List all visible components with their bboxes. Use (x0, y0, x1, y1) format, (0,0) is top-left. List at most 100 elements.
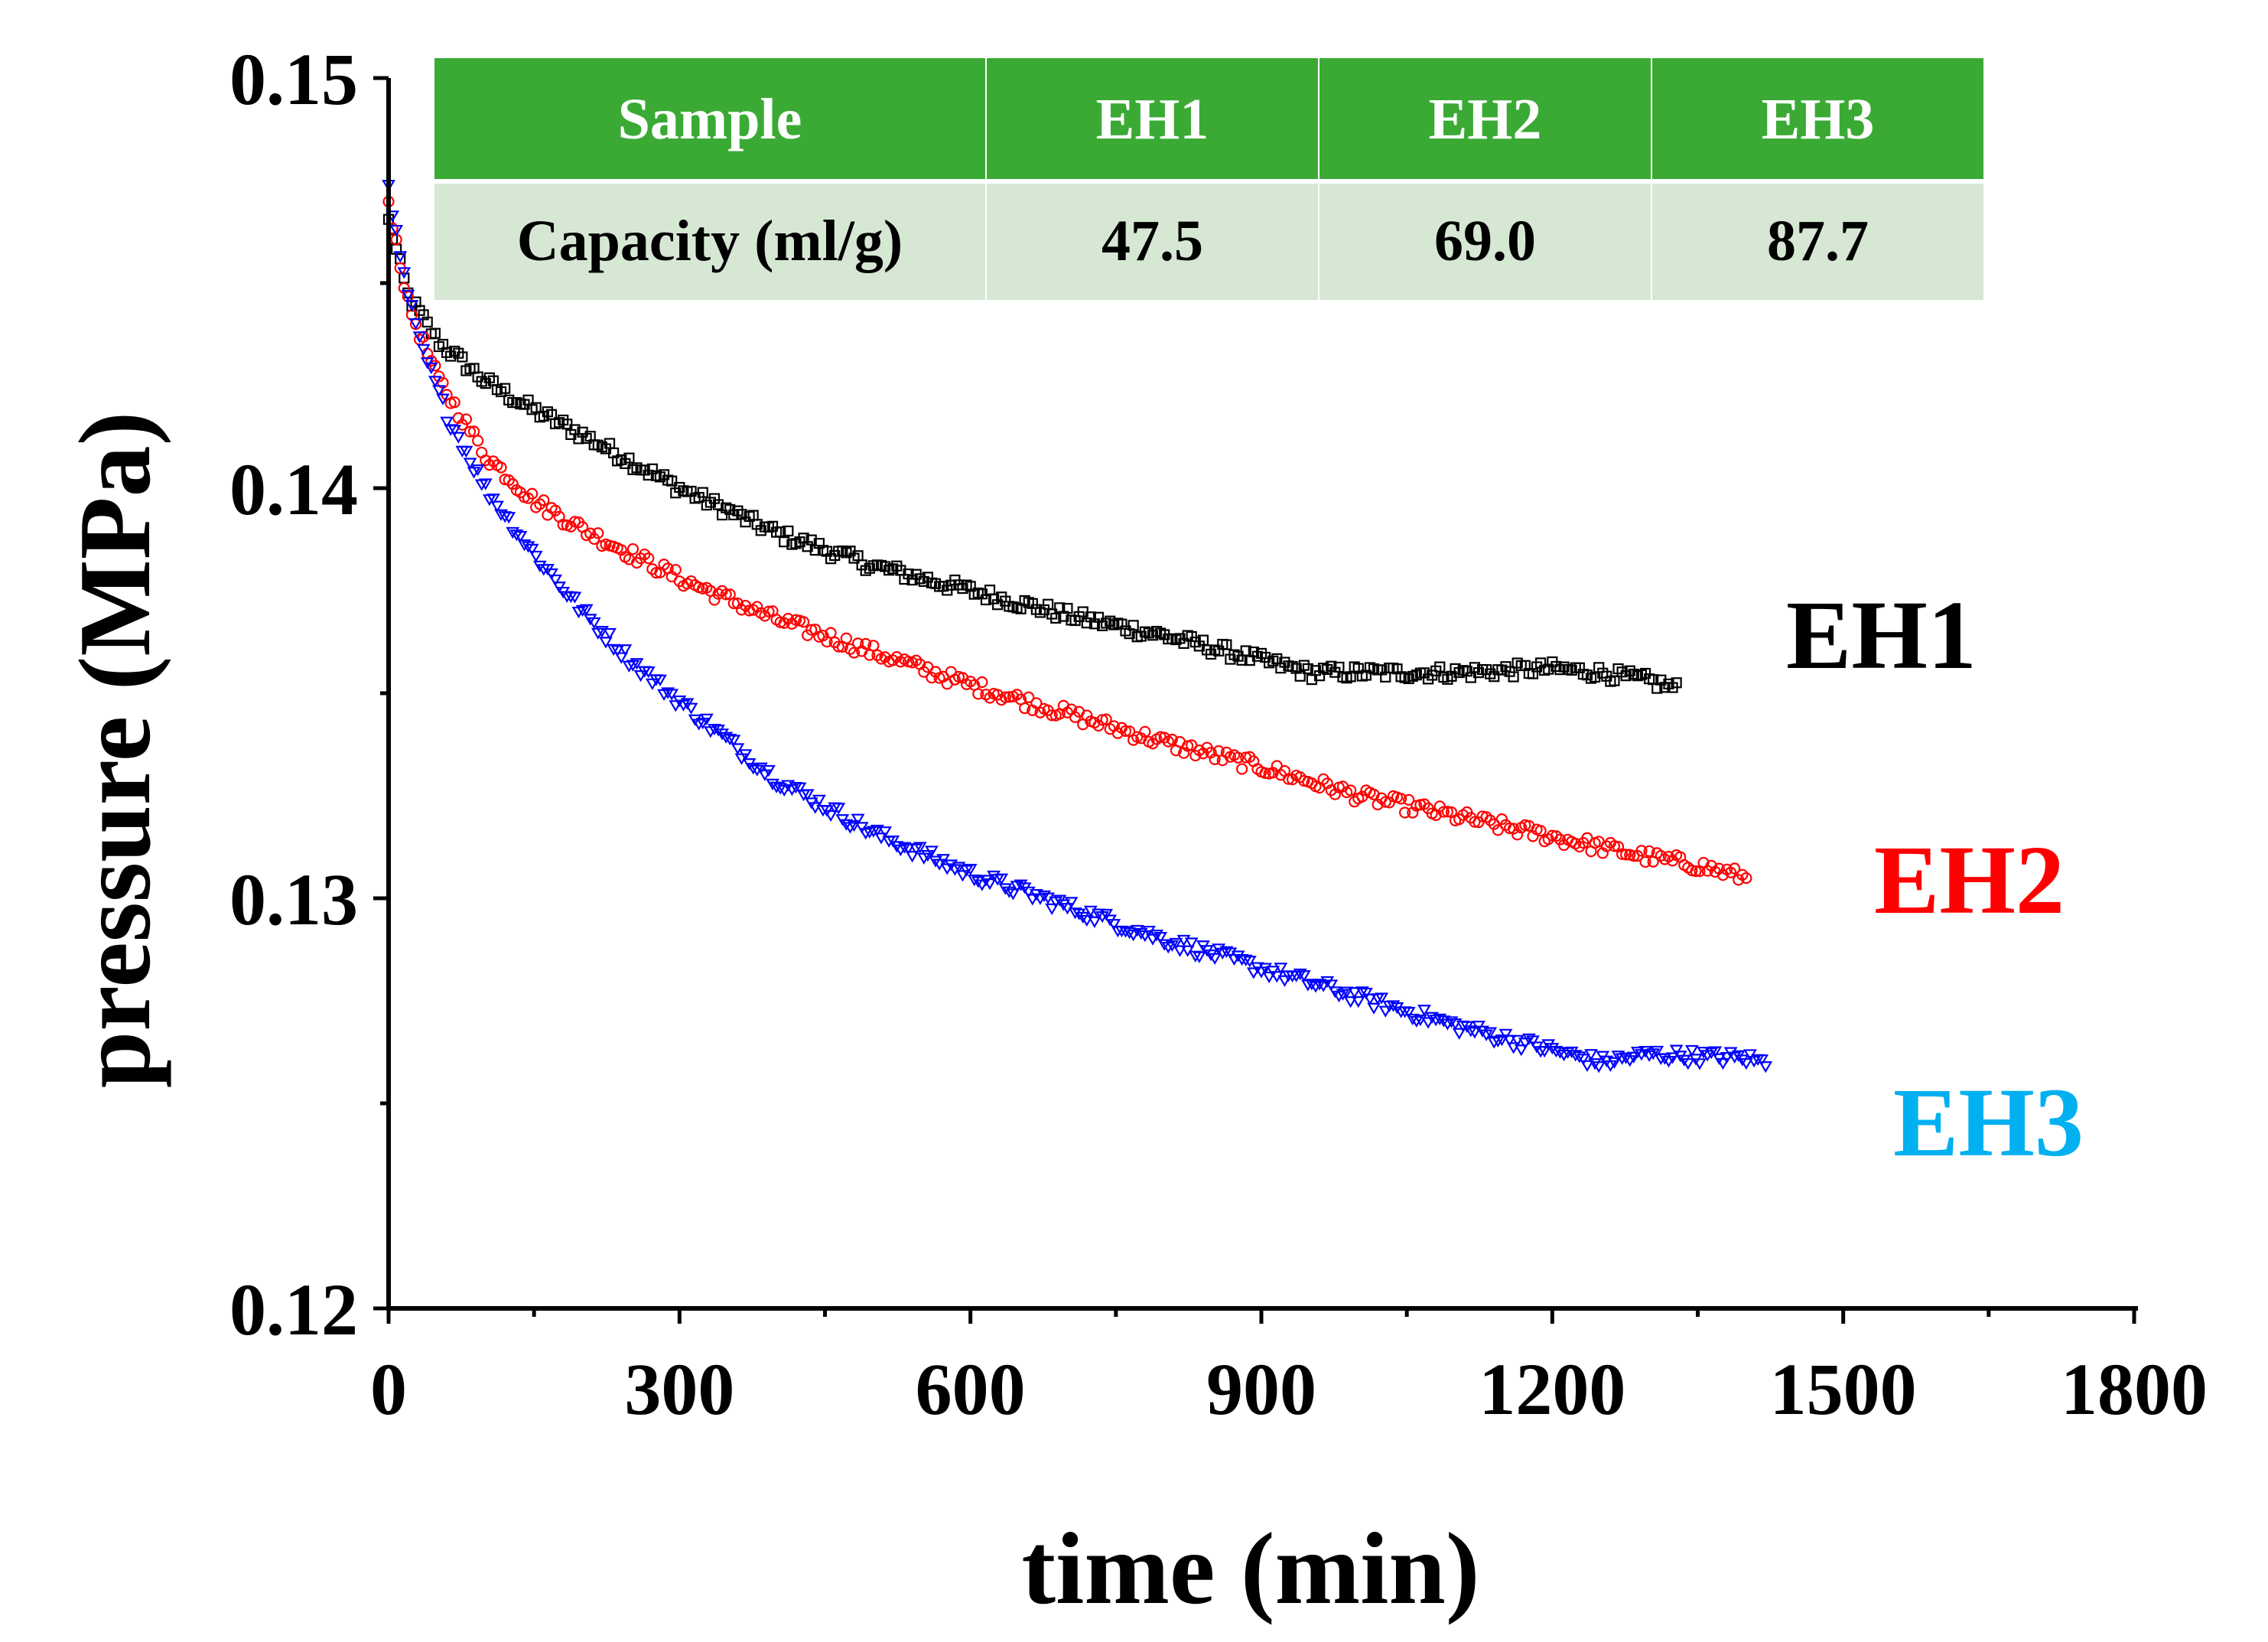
point-eh3 (587, 617, 601, 630)
point-eh2 (483, 459, 496, 471)
point-eh2 (588, 533, 600, 545)
point-eh2 (1023, 691, 1035, 704)
point-eh3 (1405, 1013, 1420, 1026)
point-eh3 (773, 783, 788, 795)
point-eh3 (878, 826, 893, 839)
point-eh3 (929, 855, 942, 868)
point-eh3 (1658, 1053, 1672, 1065)
point-eh2 (526, 487, 539, 500)
point-eh2 (643, 552, 655, 565)
point-eh3 (665, 689, 679, 701)
point-eh2 (650, 567, 662, 579)
point-eh1 (457, 351, 468, 363)
point-eh3 (1045, 903, 1059, 916)
point-eh3 (1088, 916, 1101, 928)
point-eh3 (1669, 1044, 1684, 1057)
point-eh2 (1441, 806, 1454, 818)
point-eh1 (783, 525, 794, 537)
point-eh2 (1616, 848, 1629, 860)
point-eh3 (1363, 993, 1377, 1005)
table-body-cell (1652, 184, 1983, 300)
point-eh1 (1221, 639, 1232, 650)
point-eh3 (1107, 919, 1121, 931)
x-tick-label: 600 (916, 1348, 1026, 1430)
point-eh2 (1484, 814, 1496, 826)
point-eh3 (812, 794, 826, 806)
point-eh3 (502, 512, 516, 524)
point-eh3 (901, 843, 916, 855)
point-eh2 (844, 643, 857, 655)
point-eh2 (1119, 725, 1132, 738)
y-axis-title: pressure (MPa) (58, 412, 171, 1088)
point-eh3 (641, 666, 656, 679)
ticks: 0 300 600 900 1200 1500 1800 0.12 0.13 0.14 0.15 (229, 38, 2208, 1430)
x-tick-label: 1500 (1770, 1348, 1917, 1430)
point-eh3 (1014, 879, 1028, 891)
point-eh3 (913, 842, 927, 854)
x-axis-title: time (min) (1021, 1512, 1479, 1625)
series-eh1 (382, 213, 1682, 694)
point-eh3 (994, 873, 1009, 885)
point-eh2 (708, 594, 721, 606)
point-eh2 (557, 519, 569, 531)
point-eh3 (777, 784, 792, 797)
point-eh2 (860, 637, 872, 650)
point-eh3 (459, 445, 473, 458)
point-eh2 (534, 498, 546, 510)
point-eh3 (1572, 1051, 1586, 1064)
point-eh3 (1417, 1005, 1431, 1017)
point-eh1 (561, 419, 573, 430)
series-eh3 (382, 180, 1773, 1073)
point-eh3 (1079, 914, 1094, 927)
point-eh1 (1609, 675, 1620, 686)
point-eh3 (408, 318, 423, 331)
point-eh3 (513, 530, 528, 543)
point-eh3 (979, 875, 993, 887)
point-eh2 (1372, 798, 1384, 811)
point-eh3 (955, 870, 970, 882)
point-eh2 (1100, 713, 1112, 725)
point-eh1 (499, 383, 511, 394)
table-header-text: Sample (618, 87, 802, 151)
point-eh2 (658, 559, 670, 571)
point-eh3 (905, 851, 919, 863)
point-eh2 (1197, 748, 1209, 760)
point-eh2 (1030, 697, 1043, 709)
point-eh3 (1437, 1015, 1451, 1028)
point-eh3 (1204, 949, 1218, 962)
point-eh2 (805, 624, 818, 636)
table-body-text: 69.0 (1434, 209, 1536, 273)
point-eh3 (1759, 1061, 1773, 1073)
point-eh3 (1576, 1054, 1590, 1066)
point-eh2 (495, 461, 507, 474)
point-eh3 (1739, 1057, 1753, 1070)
point-eh2 (1495, 813, 1508, 826)
point-eh3 (490, 500, 504, 513)
point-eh3 (1483, 1027, 1498, 1039)
point-eh2 (472, 435, 484, 447)
point-eh3 (1262, 971, 1277, 984)
point-eh2 (1469, 816, 1481, 828)
point-eh3 (397, 267, 412, 279)
table-header-text: EH2 (1429, 87, 1542, 151)
point-eh1 (1508, 671, 1519, 683)
point-eh3 (1305, 979, 1319, 991)
point-eh1 (805, 534, 817, 546)
point-eh2 (720, 588, 732, 601)
point-eh2 (460, 413, 473, 425)
point-eh3 (1448, 1018, 1463, 1031)
point-eh3 (1452, 1028, 1466, 1040)
table-body-text: Capacity (ml/g) (517, 209, 903, 273)
point-eh2 (1729, 862, 1741, 875)
point-eh3 (1351, 996, 1365, 1008)
point-eh3 (1502, 1034, 1517, 1047)
point-eh3 (684, 702, 698, 715)
point-eh3 (447, 425, 462, 437)
y-tick-label: 0.12 (229, 1269, 358, 1350)
point-eh3 (1498, 1028, 1513, 1041)
point-eh2 (864, 649, 876, 661)
point-eh3 (1293, 968, 1307, 981)
point-eh3 (1099, 908, 1114, 921)
point-eh3 (661, 687, 675, 699)
